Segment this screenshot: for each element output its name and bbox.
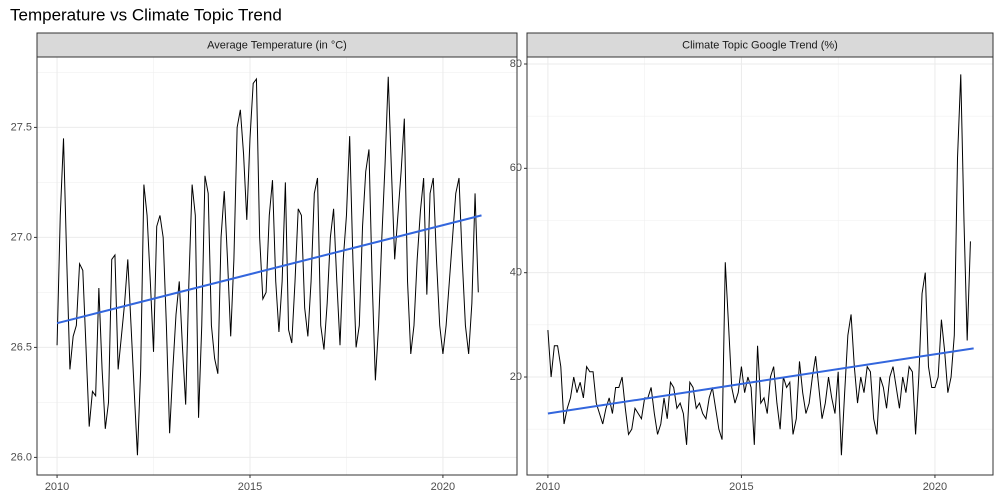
x-tick-label: 2010 — [45, 481, 69, 493]
y-tick-label: 26.5 — [11, 341, 32, 353]
x-tick-label: 2020 — [923, 481, 947, 493]
data-line — [56, 76, 479, 456]
y-tick-label: 80 — [510, 58, 522, 70]
data-line — [547, 74, 971, 456]
x-tick-label: 2015 — [729, 481, 753, 493]
panel-background — [37, 57, 517, 475]
strip-text: Average Temperature (in °C) — [207, 39, 347, 51]
y-tick-label: 27.5 — [11, 121, 32, 133]
strip-text: Climate Topic Google Trend (%) — [682, 39, 838, 51]
y-tick-label: 27.0 — [11, 231, 32, 243]
x-tick-label: 2010 — [536, 481, 560, 493]
panel-background — [527, 57, 993, 475]
strip — [526, 32, 994, 58]
x-tick-label: 2015 — [238, 481, 262, 493]
strip — [36, 32, 518, 58]
y-tick-label: 20 — [510, 371, 522, 383]
y-tick-label: 40 — [510, 267, 522, 279]
chart-title: Temperature vs Climate Topic Trend — [10, 5, 282, 24]
y-tick-label: 60 — [510, 162, 522, 174]
trend-line — [547, 347, 974, 415]
trend-line — [56, 214, 482, 325]
y-tick-label: 26.0 — [11, 451, 32, 463]
x-tick-label: 2020 — [431, 481, 455, 493]
